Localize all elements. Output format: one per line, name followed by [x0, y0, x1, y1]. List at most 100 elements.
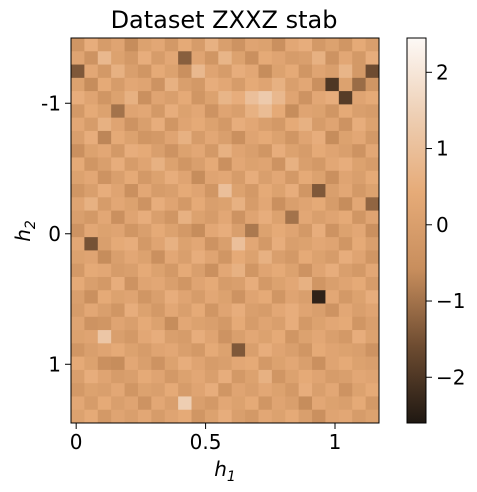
heatmap-cell: [258, 210, 273, 225]
heatmap-cell: [338, 64, 353, 79]
heatmap-cell: [312, 51, 326, 65]
heatmap-cell: [312, 396, 326, 411]
heatmap-cell: [84, 237, 99, 251]
heatmap-cell: [271, 170, 286, 185]
heatmap-cell: [151, 276, 166, 291]
heatmap-cell: [204, 263, 219, 278]
heatmap-cell: [285, 383, 300, 397]
heatmap-cell: [245, 250, 259, 265]
heatmap-cell: [245, 117, 259, 132]
heatmap-cell: [164, 343, 179, 358]
heatmap-cell: [218, 77, 233, 92]
heatmap-cell: [97, 144, 112, 158]
heatmap-cell: [151, 343, 166, 358]
heatmap-cell: [338, 91, 353, 105]
heatmap-cell: [325, 250, 340, 265]
heatmap-cell: [338, 369, 353, 384]
heatmap-cell: [111, 223, 125, 238]
heatmap-cell: [204, 290, 219, 304]
heatmap-cell: [204, 77, 219, 92]
heatmap-cell: [137, 356, 152, 371]
heatmap-cell: [84, 356, 99, 371]
heatmap-cell: [271, 77, 286, 92]
heatmap-cell: [231, 316, 246, 331]
heatmap-cell: [97, 356, 112, 371]
heatmap-cell: [258, 237, 273, 251]
heatmap-cell: [338, 330, 353, 344]
heatmap-cell: [178, 223, 192, 238]
heatmap-cell: [352, 330, 367, 344]
heatmap-cell: [84, 330, 99, 344]
heatmap-cell: [338, 276, 353, 291]
heatmap-cell: [325, 409, 340, 424]
heatmap-cell: [178, 343, 192, 358]
heatmap-cell: [71, 104, 85, 119]
heatmap-cell: [204, 157, 219, 172]
heatmap-cell: [298, 130, 313, 145]
heatmap-cell: [338, 51, 353, 65]
heatmap-cell: [137, 117, 152, 132]
heatmap-cell: [84, 38, 99, 52]
heatmap-cell: [191, 303, 206, 318]
heatmap-cell: [298, 64, 313, 79]
heatmap-cell: [164, 276, 179, 291]
heatmap-cell: [285, 237, 300, 251]
heatmap-cell: [151, 38, 166, 52]
heatmap-cell: [271, 64, 286, 79]
heatmap-cell: [218, 104, 233, 119]
heatmap-cell: [151, 237, 166, 251]
heatmap-cell: [137, 210, 152, 225]
heatmap-cell: [84, 170, 99, 185]
heatmap-cell: [137, 383, 152, 397]
heatmap-cell: [218, 184, 233, 198]
heatmap-cell: [111, 104, 125, 119]
heatmap-cell: [151, 64, 166, 79]
heatmap-cell: [137, 303, 152, 318]
heatmap-cell: [137, 77, 152, 92]
heatmap-cell: [191, 409, 206, 424]
heatmap-cell: [178, 210, 192, 225]
heatmap-cell: [124, 197, 139, 211]
heatmap-cell: [258, 91, 273, 105]
heatmap-cell: [84, 250, 99, 265]
heatmap-cell: [312, 91, 326, 105]
heatmap-cell: [191, 91, 206, 105]
heatmap-cell: [178, 51, 192, 65]
heatmap-cell: [231, 330, 246, 344]
heatmap-cell: [325, 316, 340, 331]
heatmap-cell: [151, 130, 166, 145]
heatmap-cell: [325, 396, 340, 411]
heatmap-cell: [338, 396, 353, 411]
heatmap-cell: [178, 237, 192, 251]
heatmap-cell: [365, 409, 380, 424]
heatmap-cell: [365, 223, 380, 238]
heatmap-cell: [111, 130, 125, 145]
heatmap-cell: [84, 64, 99, 79]
heatmap-cell: [204, 330, 219, 344]
heatmap-cell: [71, 369, 85, 384]
heatmap-cell: [218, 356, 233, 371]
heatmap-cell: [231, 170, 246, 185]
heatmap-cell: [258, 343, 273, 358]
heatmap-cell: [271, 51, 286, 65]
heatmap-cell: [111, 250, 125, 265]
heatmap-cell: [258, 64, 273, 79]
heatmap-cell: [191, 343, 206, 358]
heatmap-cell: [258, 383, 273, 397]
heatmap-cell: [71, 130, 85, 145]
heatmap-cell: [178, 77, 192, 92]
heatmap-cell: [71, 250, 85, 265]
heatmap-cell: [325, 263, 340, 278]
heatmap-cell: [218, 303, 233, 318]
heatmap-cell: [84, 197, 99, 211]
heatmap-cell: [271, 223, 286, 238]
heatmap-cell: [124, 303, 139, 318]
heatmap-cell: [137, 91, 152, 105]
heatmap-cell: [285, 223, 300, 238]
heatmap-cell: [71, 77, 85, 92]
heatmap-cell: [298, 396, 313, 411]
heatmap-cell: [151, 316, 166, 331]
heatmap-cell: [124, 396, 139, 411]
heatmap-cell: [258, 276, 273, 291]
heatmap-cell: [111, 237, 125, 251]
